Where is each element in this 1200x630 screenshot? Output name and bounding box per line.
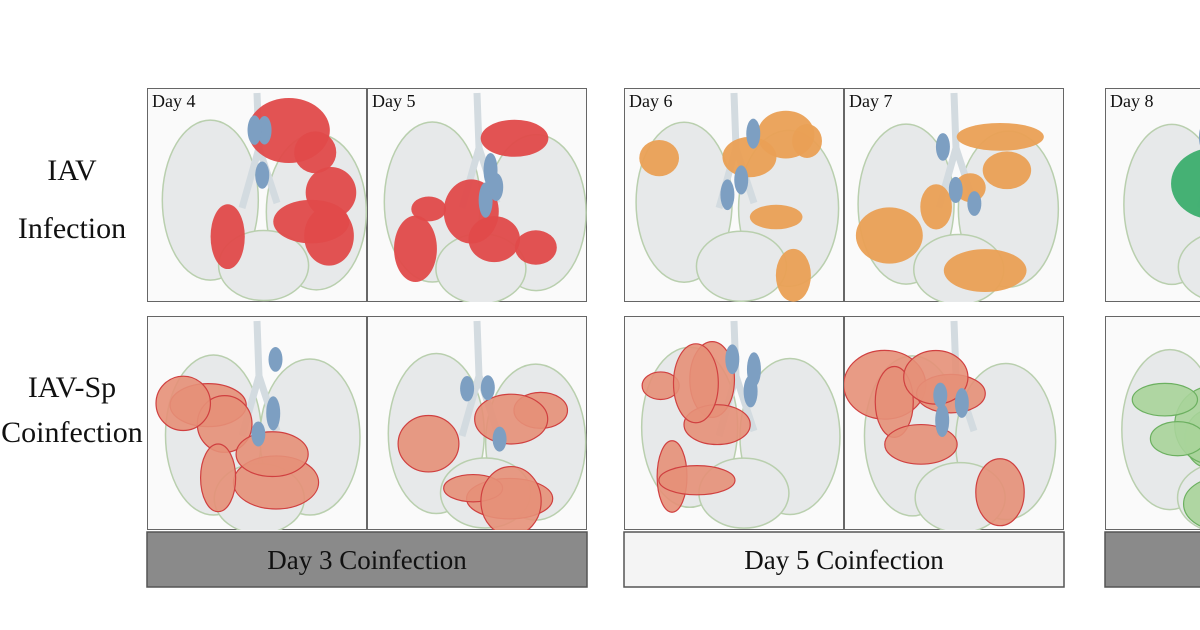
- vessel: [247, 115, 262, 145]
- panel: [624, 316, 844, 530]
- day-label: Day 6: [629, 91, 673, 111]
- lesion: [672, 343, 719, 424]
- lesion: [397, 414, 460, 473]
- group-label: Day 5 Coinfection: [744, 545, 944, 575]
- vessel: [746, 118, 761, 149]
- lesion: [982, 151, 1032, 190]
- vessel: [255, 161, 270, 189]
- vessel: [478, 182, 493, 218]
- panel: Day 6: [624, 88, 844, 302]
- lung-lobe: [695, 230, 788, 302]
- vessel: [734, 165, 749, 195]
- lesion: [273, 199, 350, 244]
- panel: Day 4: [147, 88, 367, 302]
- day-label: Day 4: [152, 91, 196, 111]
- lesion: [956, 122, 1044, 151]
- day-label: Day 7: [849, 91, 893, 111]
- lesion: [480, 465, 542, 530]
- lesion: [199, 443, 237, 513]
- lesion: [411, 196, 447, 222]
- lesion: [943, 249, 1027, 292]
- panel: [367, 316, 587, 530]
- lesion: [480, 119, 549, 157]
- lesion: [1131, 382, 1199, 417]
- panel: [1105, 316, 1200, 530]
- lung-lobe: [1177, 236, 1200, 298]
- group-bar: [623, 531, 1065, 588]
- vessel: [935, 404, 950, 438]
- group-label: Day 3 Coinfection: [267, 545, 467, 575]
- vessel: [746, 352, 761, 387]
- vessel: [268, 347, 283, 372]
- vessel: [492, 426, 507, 452]
- vessel: [480, 375, 495, 401]
- lesion: [775, 248, 811, 302]
- row-label: Coinfection: [1, 416, 143, 449]
- vessel: [948, 176, 963, 204]
- lesion: [757, 110, 815, 159]
- lesion: [394, 215, 437, 282]
- panel: Day 8: [1105, 88, 1200, 302]
- row-label: IAV: [47, 154, 97, 187]
- lesion: [658, 465, 736, 496]
- day-label: Day 8: [1110, 91, 1154, 111]
- lesion: [639, 139, 680, 177]
- row-label: IAV-Sp: [28, 371, 116, 404]
- lesion: [920, 184, 952, 230]
- lesion: [975, 458, 1025, 527]
- lesion: [155, 375, 212, 432]
- lesion: [294, 131, 337, 174]
- vessel: [460, 375, 475, 402]
- lesion: [855, 207, 923, 264]
- panel: [844, 316, 1064, 530]
- lesion: [749, 204, 803, 230]
- vessel: [489, 173, 504, 202]
- lesion: [1182, 481, 1200, 527]
- day-label: Day 5: [372, 91, 416, 111]
- vessel: [720, 179, 735, 211]
- vessel: [725, 344, 740, 375]
- vessel: [933, 382, 948, 408]
- vessel: [266, 396, 281, 431]
- vessel: [967, 191, 982, 216]
- group-bar: [146, 531, 588, 588]
- panel: [147, 316, 367, 530]
- lesion: [235, 431, 309, 478]
- lesion: [1171, 149, 1200, 218]
- lesion: [1149, 421, 1200, 457]
- panel: Day 5: [367, 88, 587, 302]
- vessel: [251, 421, 266, 447]
- vessel: [935, 133, 950, 161]
- panel: Day 7: [844, 88, 1064, 302]
- vessel: [257, 115, 272, 145]
- row-label: Infection: [18, 212, 126, 245]
- lesion: [210, 204, 245, 270]
- group-bar: [1104, 531, 1200, 588]
- lesion: [474, 393, 549, 445]
- vessel: [954, 388, 969, 418]
- lesion: [514, 230, 557, 265]
